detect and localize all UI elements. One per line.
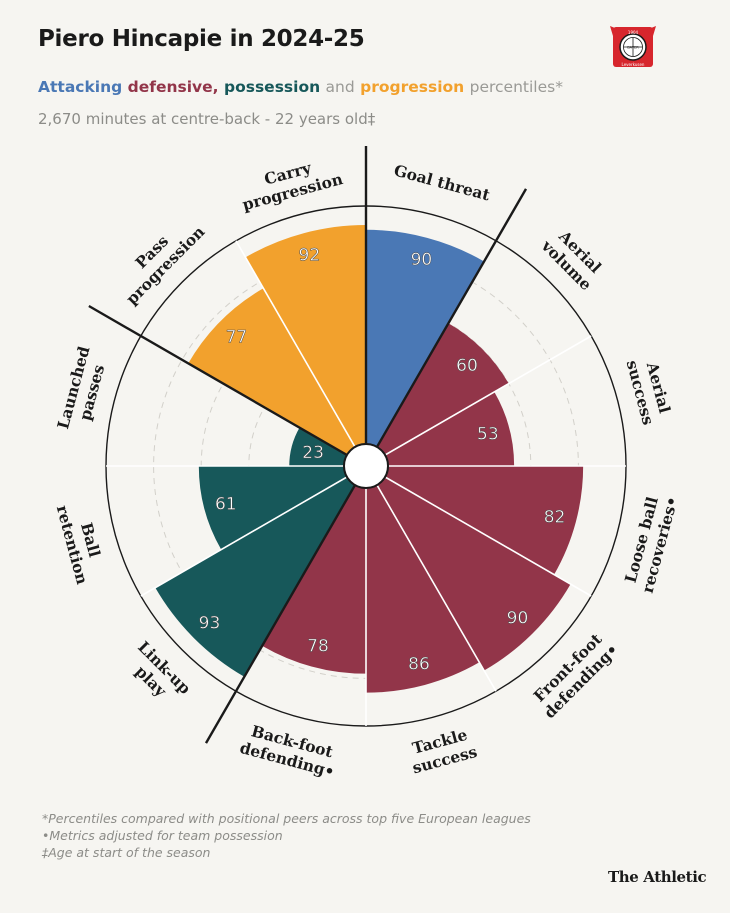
spoke-2 [384,335,592,456]
bar-5 [366,485,480,693]
spoke-8 [140,476,348,597]
bar-0 [366,229,485,447]
bar-3 [385,466,584,575]
crest-year: 1904 [628,30,639,35]
group-divider-7 [204,484,357,744]
value-label-6: 78 [307,636,329,656]
subtitle: Attacking defensive, possession and prog… [38,78,563,96]
bar-2 [385,391,515,466]
bar-6 [262,485,366,674]
bar-9 [289,427,347,466]
value-label-2: 53 [477,424,499,444]
footnote-3: ‡Age at start of the season [42,845,211,860]
value-label-0: 90 [411,250,433,270]
category-label-0: Goal threat [392,161,493,205]
value-label-3: 82 [544,508,566,528]
value-label-7: 93 [199,614,221,634]
value-label-11: 92 [299,246,321,266]
crest-center-text: BAYER [627,46,639,50]
subtitle-attacking: Attacking [38,78,123,96]
spoke-5 [376,484,497,692]
subtitle-defensive: defensive, [127,78,219,96]
footnotes: *Percentiles compared with positional pe… [42,810,531,861]
spoke-4 [384,476,592,597]
bar-10 [188,288,355,455]
category-label-line: Goal threat [392,161,493,205]
bar-8 [198,466,347,550]
bar-1 [377,323,509,455]
footnote-2: •Metrics adjusted for team possession [42,828,283,843]
bar-7 [155,477,355,677]
value-label-9: 23 [302,443,324,463]
group-divider-1 [375,188,528,448]
bar-11 [245,225,366,447]
spoke-11 [235,240,356,448]
value-label-4: 90 [507,608,529,628]
group-divider-10 [88,304,348,457]
value-label-5: 86 [408,655,430,675]
value-label-1: 60 [456,356,478,376]
footnote-1: *Percentiles compared with positional pe… [42,811,531,826]
bar-4 [377,477,571,671]
player-meta: 2,670 minutes at centre-back - 22 years … [38,110,376,128]
subtitle-possession: possession [223,78,321,96]
brand-logo: The Athletic [608,868,707,886]
subtitle-progression: progression [360,78,465,96]
subtitle-rest: percentiles* [469,78,563,96]
subtitle-and: and [325,78,355,96]
value-label-8: 61 [215,495,237,515]
crest-bottom-text: Leverkusen [622,62,645,67]
chart-center-hub [343,443,389,489]
value-label-10: 77 [226,327,248,347]
page-title: Piero Hincapie in 2024-25 [38,26,365,52]
club-crest-icon: 1904 BAYER Leverkusen [610,26,656,67]
